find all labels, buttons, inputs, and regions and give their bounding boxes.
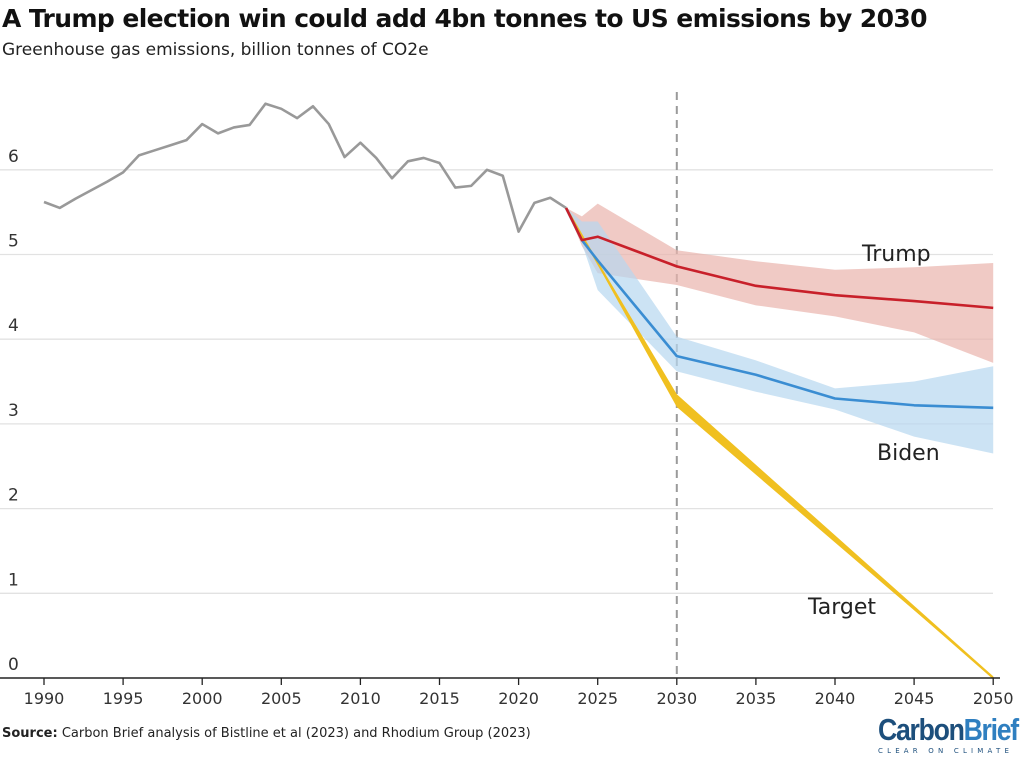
band-biden	[566, 207, 994, 454]
line-historical	[43, 102, 567, 233]
source-note: Source: Carbon Brief analysis of Bistlin…	[2, 726, 531, 741]
x-tick-label: 2020	[498, 689, 539, 708]
source-label: Source:	[2, 726, 58, 741]
x-tick-label: 2050	[973, 689, 1014, 708]
series-label-trump: Trump	[861, 242, 931, 267]
chart-title: A Trump election win could add 4bn tonne…	[2, 4, 928, 33]
source-text: Carbon Brief analysis of Bistline et al …	[61, 726, 531, 741]
y-tick-label: 4	[8, 316, 19, 336]
x-tick-label: 1995	[103, 689, 144, 708]
y-tick-label: 5	[8, 232, 19, 252]
emissions-chart: 0 1 2 3 4 5 6 1990 1995 2000 2005 2010 2015 2020 2025…	[0, 92, 1014, 708]
x-tick-label: 2030	[656, 689, 697, 708]
carbon-brief-logo: CarbonBrief CLEAR ON CLIMATE	[878, 712, 1024, 756]
series-label-biden: Biden	[877, 441, 940, 466]
line-trump	[564, 207, 994, 310]
x-tick-label: 2005	[261, 689, 302, 708]
x-tick-label: 2025	[577, 689, 618, 708]
x-tick-label: 1990	[24, 689, 65, 708]
chart-subtitle: Greenhouse gas emissions, billion tonnes…	[2, 40, 429, 60]
line-biden	[564, 207, 994, 410]
uncertainty-bands	[566, 203, 994, 679]
x-tick-label: 2010	[340, 689, 381, 708]
y-tick-label: 1	[8, 570, 19, 590]
x-tick-label: 2045	[894, 689, 935, 708]
y-tick-label: 6	[8, 147, 19, 167]
line-target	[565, 207, 994, 679]
series-label-target: Target	[807, 595, 876, 620]
y-tick-label: 0	[8, 655, 19, 675]
y-tick-label: 3	[8, 401, 19, 421]
logo-part2: Brief	[963, 712, 1020, 747]
logo-tagline: CLEAR ON CLIMATE	[878, 747, 1014, 755]
band-trump	[566, 203, 994, 363]
x-axis: 1990 1995 2000 2005 2010 2015 2020 2025 2030 2035…	[0, 677, 1014, 708]
logo-part1: Carbon	[878, 712, 965, 747]
x-tick-label: 2040	[815, 689, 856, 708]
x-tick-label: 2035	[736, 689, 777, 708]
y-tick-label: 2	[8, 486, 19, 506]
gridlines: 0 1 2 3 4 5 6	[0, 92, 993, 678]
x-tick-label: 2015	[419, 689, 460, 708]
series-lines	[43, 102, 994, 679]
x-tick-label: 2000	[182, 689, 223, 708]
series-labels: Trump Biden Target	[807, 242, 940, 620]
